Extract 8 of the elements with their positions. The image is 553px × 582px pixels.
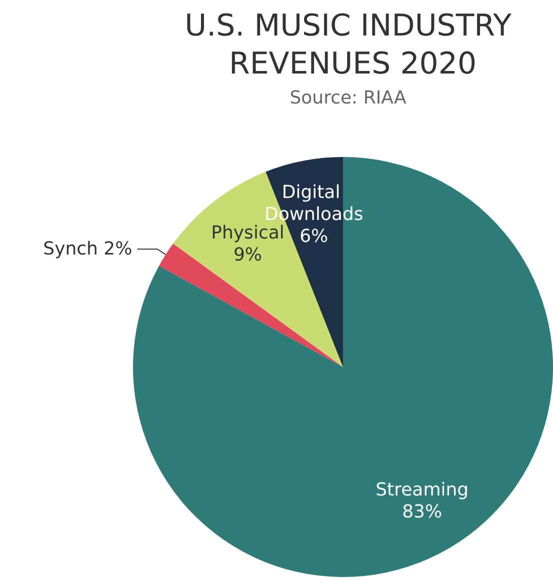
slice-label: Streaming [376, 479, 469, 500]
data-label: 6% [300, 226, 328, 247]
data-label: 9% [233, 244, 262, 266]
slice-label: Physical [211, 222, 284, 244]
data-label: 83% [402, 501, 442, 522]
chart-title: U.S. MUSIC INDUSTRY REVENUES 2020 [184, 8, 512, 82]
chart-subtitle: Source: RIAA [290, 88, 407, 108]
slice-label: Synch 2% [43, 238, 132, 260]
